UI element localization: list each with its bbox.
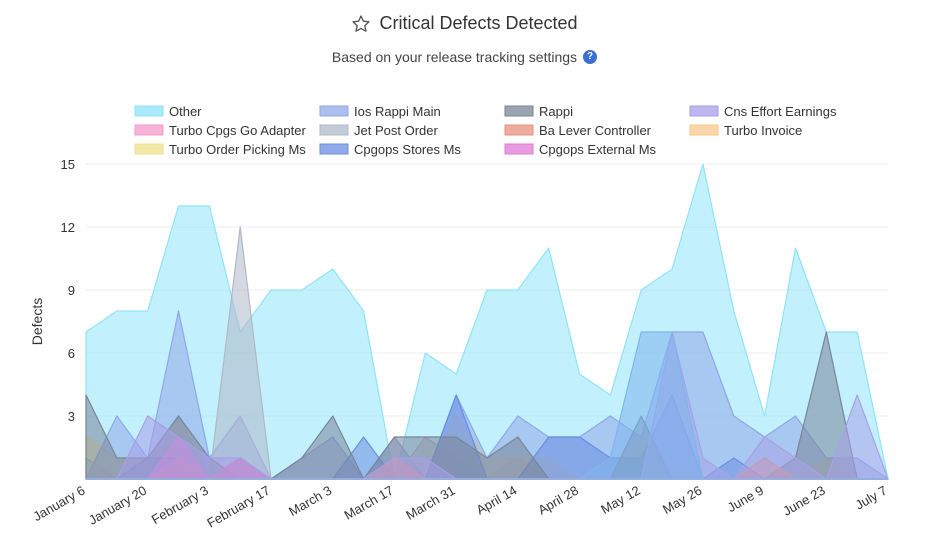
chart-subtitle-row: Based on your release tracking settings …	[0, 49, 929, 65]
star-outline-icon[interactable]	[351, 14, 371, 34]
legend-label-jet-post-order[interactable]: Jet Post Order	[354, 123, 438, 138]
y-tick-label-15: 15	[61, 157, 75, 172]
x-tick-label: January 20	[86, 483, 149, 528]
legend-swatch-cns-effort-earnings[interactable]	[689, 105, 719, 117]
overlay-area-blue-overlay[interactable]	[85, 331, 889, 480]
question-circle-icon[interactable]: ?	[583, 50, 598, 64]
legend-label-ios-rappi-main[interactable]: Ios Rappi Main	[354, 104, 441, 119]
legend-label-ba-lever-controller[interactable]: Ba Lever Controller	[539, 123, 652, 138]
legend-swatch-cpgops-external-ms[interactable]	[504, 143, 534, 155]
legend-label-other[interactable]: Other	[169, 104, 202, 119]
legend-swatch-turbo-invoice[interactable]	[689, 124, 719, 136]
legend-swatch-jet-post-order[interactable]	[319, 124, 349, 136]
legend-swatch-turbo-cpgs-go-adapter[interactable]	[134, 124, 164, 136]
x-tick-label: June 23	[780, 483, 828, 519]
x-tick-label: May 26	[660, 483, 704, 517]
x-tick-label: April 14	[474, 483, 520, 518]
legend-swatch-turbo-order-picking-ms[interactable]	[134, 143, 164, 155]
y-tick-label-12: 12	[61, 220, 75, 235]
x-tick-label: March 31	[403, 483, 457, 523]
chart-subtitle: Based on your release tracking settings	[331, 49, 578, 65]
legend-swatch-other[interactable]	[134, 105, 164, 117]
y-axis-title: Defects	[29, 298, 45, 345]
x-tick-label: March 17	[342, 483, 396, 523]
x-tick-label: January 6	[31, 483, 88, 525]
x-tick-label: June 9	[725, 483, 766, 516]
x-tick-label: February 3	[149, 483, 211, 527]
x-tick-label: March 3	[286, 483, 334, 519]
x-tick-label: February 17	[204, 483, 272, 531]
legend-label-cpgops-stores-ms[interactable]: Cpgops Stores Ms	[354, 142, 461, 157]
legend-label-turbo-order-picking-ms[interactable]: Turbo Order Picking Ms	[169, 142, 306, 157]
chart-header: Critical Defects Detected	[0, 13, 929, 34]
legend-label-rappi[interactable]: Rappi	[539, 104, 573, 119]
legend-label-cpgops-external-ms[interactable]: Cpgops External Ms	[539, 142, 657, 157]
series-area-other[interactable]	[85, 163, 889, 480]
x-tick-label: May 12	[598, 483, 642, 517]
legend-label-turbo-invoice[interactable]: Turbo Invoice	[724, 123, 802, 138]
y-tick-label-9: 9	[68, 283, 75, 298]
x-tick-label: July 7	[853, 483, 890, 513]
x-tick-label: April 28	[535, 483, 581, 518]
chart-title: Critical Defects Detected	[379, 13, 578, 33]
y-tick-label-3: 3	[68, 409, 75, 424]
legend-swatch-ios-rappi-main[interactable]	[319, 105, 349, 117]
legend-swatch-ba-lever-controller[interactable]	[504, 124, 534, 136]
legend-label-turbo-cpgs-go-adapter[interactable]: Turbo Cpgs Go Adapter	[169, 123, 306, 138]
legend-swatch-cpgops-stores-ms[interactable]	[319, 143, 349, 155]
legend-swatch-rappi[interactable]	[504, 105, 534, 117]
y-tick-label-6: 6	[68, 346, 75, 361]
legend-label-cns-effort-earnings[interactable]: Cns Effort Earnings	[724, 104, 837, 119]
